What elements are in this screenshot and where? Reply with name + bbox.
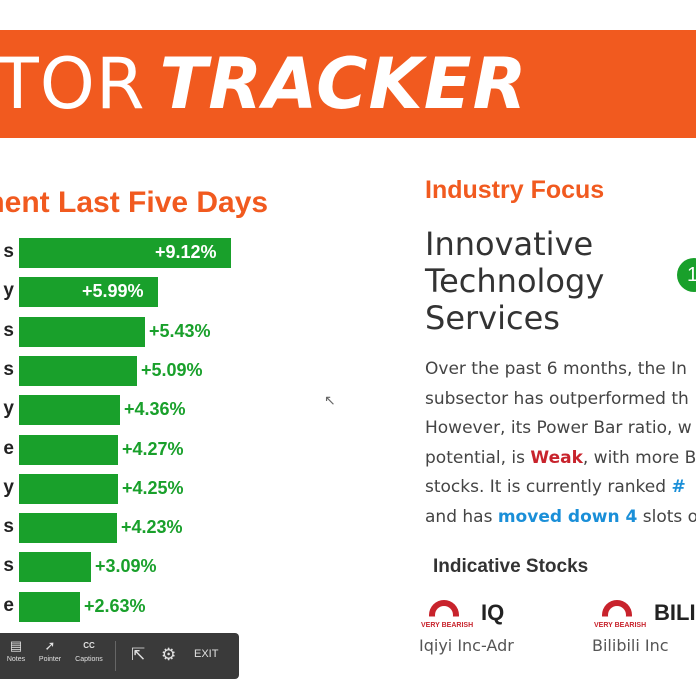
- rank-hash: #: [671, 477, 686, 497]
- bar: [19, 434, 118, 465]
- bar: [19, 277, 158, 308]
- description-line: stocks. It is currently ranked #: [425, 473, 696, 503]
- category-label: s: [3, 319, 14, 341]
- banner-title-bold: TRACKER: [159, 43, 528, 125]
- chart-row: e +2.63%: [0, 590, 340, 622]
- description-text: potential, is: [425, 447, 531, 468]
- category-label: e: [3, 594, 14, 616]
- bar: [19, 395, 120, 426]
- industry-focus-heading: Industry Focus: [425, 176, 605, 204]
- chart-row: s +5.09%: [0, 354, 340, 386]
- chart-row: s +3.09%: [0, 550, 340, 583]
- bearish-gauge-icon: VERY BEARISH: [594, 598, 646, 634]
- category-label: e: [3, 437, 14, 459]
- notes-icon: ▤: [9, 638, 23, 653]
- description-text: , with more B: [582, 447, 696, 468]
- bar: [19, 316, 145, 347]
- weak-rating: Weak: [530, 447, 583, 468]
- rank-badge: 1: [677, 258, 696, 292]
- description-line: Over the past 6 months, the In: [425, 359, 687, 379]
- gauge-arc: [429, 600, 459, 617]
- category-label: s: [3, 241, 14, 262]
- chart-title-text: ment Last Five Days: [0, 186, 269, 219]
- banner-title-light: TOR: [0, 43, 146, 125]
- description-text: stocks. It is currently ranked: [425, 477, 672, 497]
- chart-title: ment Last Five Days: [0, 186, 340, 220]
- captions-label: Captions: [75, 656, 103, 663]
- description-line: potential, is Weak, with more B: [425, 444, 696, 474]
- value-label: +5.43%: [149, 320, 211, 341]
- gear-icon[interactable]: ⚙: [161, 645, 177, 664]
- indicative-stocks-heading: Indicative Stocks: [433, 556, 589, 577]
- category-label: s: [3, 358, 14, 380]
- stock-name: Iqiyi Inc-Adr: [419, 636, 514, 655]
- chart-row: y +4.25%: [0, 472, 340, 504]
- mouse-cursor-icon: ↖: [324, 392, 336, 408]
- presentation-toolbar: ▤ Notes ➚ Pointer CC Captions ⇱ ⚙ EXIT: [0, 633, 239, 679]
- exit-button[interactable]: EXIT: [194, 648, 219, 660]
- fullscreen-exit-icon[interactable]: ⇱: [131, 645, 146, 664]
- bearish-gauge-icon: VERY BEARISH: [421, 598, 473, 634]
- value-label: +2.63%: [84, 595, 146, 616]
- description-line: subsector has outperformed th: [425, 388, 689, 409]
- chart-row: s +5.43%: [0, 315, 340, 347]
- description-text: and has: [425, 506, 498, 527]
- category-label: y: [3, 476, 14, 498]
- category-label: s: [3, 555, 14, 577]
- banner-title: TOR TRACKER: [0, 36, 528, 132]
- chart-row: e +4.27%: [0, 433, 340, 465]
- toolbar-divider: [115, 641, 116, 671]
- bar: [19, 238, 231, 268]
- moved-down-text: moved down 4: [497, 506, 638, 527]
- description-line: However, its Power Bar ratio, w: [425, 418, 692, 438]
- chart-row: s +9.12%: [0, 236, 340, 268]
- chart-row: s +4.23%: [0, 511, 340, 544]
- description-line: and has moved down 4 slots o: [425, 503, 696, 533]
- bar: [19, 591, 80, 622]
- bar: [19, 513, 117, 544]
- industry-title: Innovative Technology Services: [425, 225, 605, 337]
- value-label: +5.09%: [141, 359, 203, 380]
- performance-bar-chart: s +9.12% y +5.99% s +5.43% s +5.09% y +4.36% e +4.2…: [0, 236, 340, 646]
- pointer-label: Pointer: [38, 656, 62, 663]
- notes-label: Notes: [6, 656, 26, 663]
- category-label: s: [3, 516, 14, 538]
- industry-description: Over the past 6 months, the In subsector…: [425, 355, 696, 532]
- pointer-icon: ➚: [44, 638, 56, 653]
- bar: [19, 473, 118, 504]
- category-label: y: [3, 398, 14, 420]
- stock-ticker: BILI: [654, 600, 696, 625]
- chart-row: y +4.36%: [0, 393, 340, 426]
- gauge-arc: [602, 600, 632, 617]
- value-label: +4.27%: [122, 438, 184, 459]
- gauge-rating-label: VERY BEARISH: [594, 622, 647, 629]
- value-label: +3.09%: [95, 556, 157, 577]
- pointer-button[interactable]: ➚ Pointer: [36, 637, 64, 675]
- bar: [19, 552, 91, 583]
- value-label: +4.36%: [124, 399, 186, 420]
- header-banner: TOR TRACKER: [0, 30, 696, 138]
- stock-name: Bilibili Inc: [592, 636, 669, 655]
- captions-button[interactable]: CC Captions: [72, 637, 106, 675]
- value-label: +4.25%: [122, 477, 184, 498]
- bar: [19, 355, 137, 386]
- gauge-rating-label: VERY BEARISH: [421, 622, 474, 629]
- stock-ticker: IQ: [481, 600, 505, 625]
- value-label: +4.23%: [121, 517, 183, 538]
- category-label: y: [3, 280, 14, 302]
- value-label: +9.12%: [155, 242, 217, 262]
- description-text: slots o: [637, 506, 696, 527]
- chart-row: y +5.99%: [0, 275, 340, 308]
- notes-button[interactable]: ▤ Notes: [4, 637, 28, 675]
- value-label: +5.99%: [82, 281, 144, 302]
- captions-icon: CC: [83, 641, 95, 650]
